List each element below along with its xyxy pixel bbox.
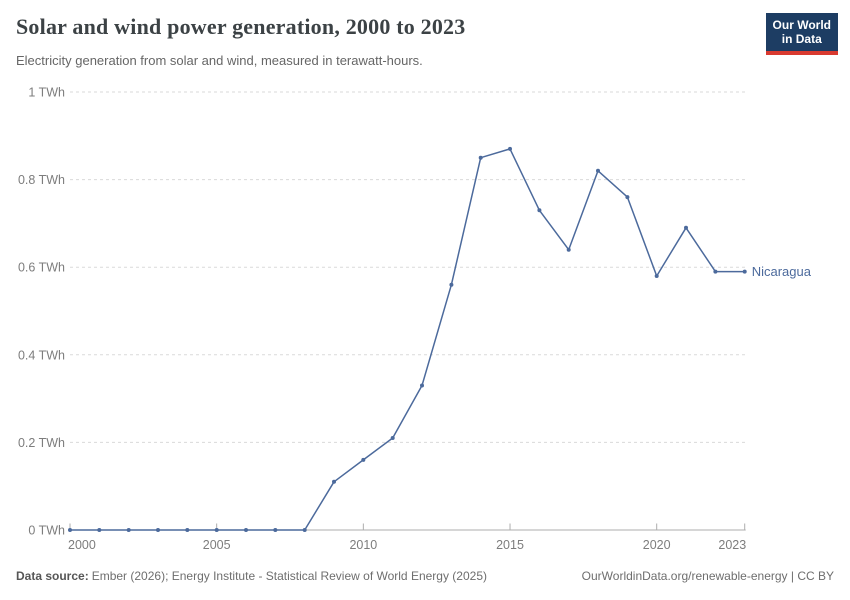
data-point xyxy=(420,383,424,388)
footer-link[interactable]: OurWorldinData.org/renewable-energy | CC… xyxy=(581,569,834,583)
data-point xyxy=(625,195,630,200)
data-source-label: Data source: xyxy=(16,569,89,583)
y-axis-label: 0.2 TWh xyxy=(18,436,65,450)
data-point xyxy=(713,269,718,274)
x-axis-label: 2015 xyxy=(496,538,524,552)
x-axis-label: 2005 xyxy=(203,538,231,552)
y-axis-label: 1 TWh xyxy=(28,86,65,100)
y-axis-label: 0.4 TWh xyxy=(18,348,65,362)
data-point xyxy=(97,528,102,532)
data-point xyxy=(361,457,366,462)
chart-subtitle: Electricity generation from solar and wi… xyxy=(16,53,423,68)
x-axis-label: 2020 xyxy=(643,538,671,552)
data-source: Data source: Ember (2026); Energy Institu… xyxy=(16,569,487,583)
data-point xyxy=(156,528,160,532)
series-end-label: Nicaragua xyxy=(752,264,812,279)
data-point xyxy=(68,528,72,532)
data-point xyxy=(244,528,248,532)
x-axis-label: 2010 xyxy=(349,538,377,552)
owid-logo: Our World in Data xyxy=(765,13,838,55)
data-line xyxy=(69,148,746,531)
data-point xyxy=(214,528,219,532)
owid-logo-line1: Our World xyxy=(772,18,831,32)
data-point xyxy=(126,528,131,532)
x-axis-label: 2023 xyxy=(718,538,746,552)
data-point xyxy=(596,168,600,173)
data-point xyxy=(302,528,307,532)
chart-footer: Data source: Ember (2026); Energy Institu… xyxy=(16,569,834,583)
x-axis-label: 2000 xyxy=(68,538,96,552)
data-point xyxy=(185,528,190,532)
chart-title: Solar and wind power generation, 2000 to… xyxy=(16,14,466,39)
owid-logo-line2: in Data xyxy=(781,32,822,47)
data-point xyxy=(478,155,483,160)
data-point xyxy=(566,247,571,252)
y-axis-label: 0 TWh xyxy=(28,524,65,538)
data-point xyxy=(537,208,542,213)
data-point xyxy=(742,269,747,274)
data-point xyxy=(273,528,278,532)
data-point xyxy=(332,479,336,484)
y-axis-label: 0.8 TWh xyxy=(18,173,65,187)
data-point xyxy=(508,146,512,151)
data-source-text: Ember (2026); Energy Institute - Statist… xyxy=(91,569,487,583)
data-point xyxy=(449,282,454,287)
data-point xyxy=(684,225,688,230)
data-point xyxy=(654,274,659,278)
y-axis-label: 0.6 TWh xyxy=(18,261,65,275)
data-point xyxy=(390,436,395,440)
